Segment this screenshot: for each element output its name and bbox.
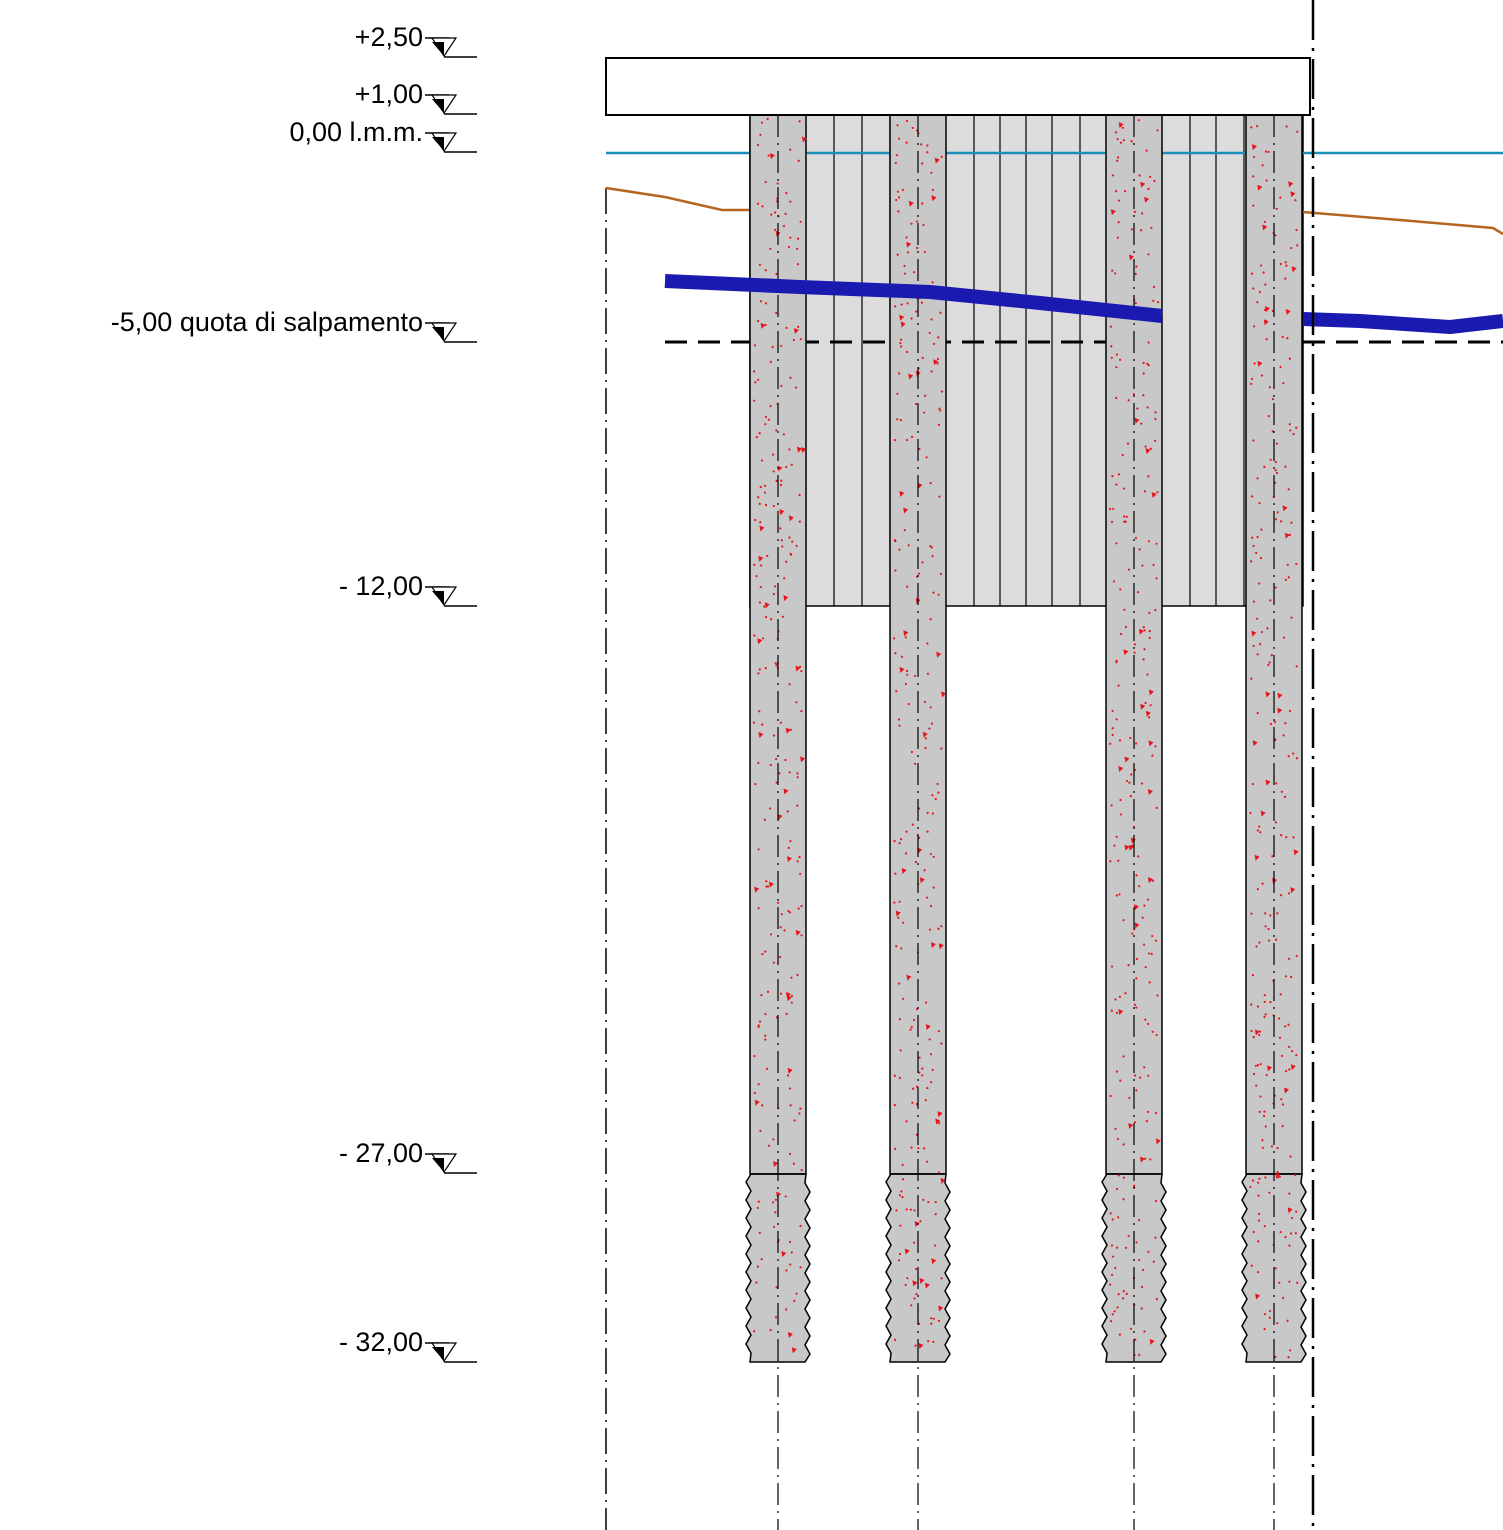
level-markers (425, 37, 477, 1363)
level-label-salpamento: -5,00 quota di salpamento (111, 307, 423, 337)
seabed-line-right (1302, 210, 1503, 236)
level-label-sea: 0,00 l.m.m. (289, 117, 423, 147)
level-label-top: +2,50 (355, 22, 423, 52)
level-marker-icon (425, 586, 477, 607)
jet-grouting-block (749, 114, 1304, 607)
level-marker-icon (425, 322, 477, 343)
level-label-cap: +1,00 (355, 79, 423, 109)
concrete-hatch (752, 117, 807, 1354)
level-marker-icon (425, 1342, 477, 1363)
level-label-pile-end: - 27,00 (339, 1138, 423, 1168)
pile (1101, 114, 1167, 1530)
concrete-hatch (1249, 124, 1299, 1359)
pile-shaft (1245, 114, 1303, 1175)
level-marker-icon (425, 1153, 477, 1174)
level-marker-icon (425, 94, 477, 115)
level-marker-icon (425, 37, 477, 58)
pile (885, 114, 951, 1530)
level-label-tip: - 32,00 (339, 1327, 423, 1357)
cap-slab (605, 57, 1311, 116)
pile (745, 114, 811, 1530)
concrete-hatch (1108, 119, 1161, 1357)
level-label-jet: - 12,00 (339, 571, 423, 601)
concrete-hatch (893, 119, 947, 1350)
rock-line (664, 274, 1503, 334)
level-labels: +2,50 +1,00 0,00 l.m.m. -5,00 quota di s… (111, 22, 423, 1357)
level-marker-icon (425, 132, 477, 153)
seabed-line-left (605, 186, 750, 212)
pile (1241, 114, 1307, 1530)
pile-group (745, 114, 1307, 1530)
